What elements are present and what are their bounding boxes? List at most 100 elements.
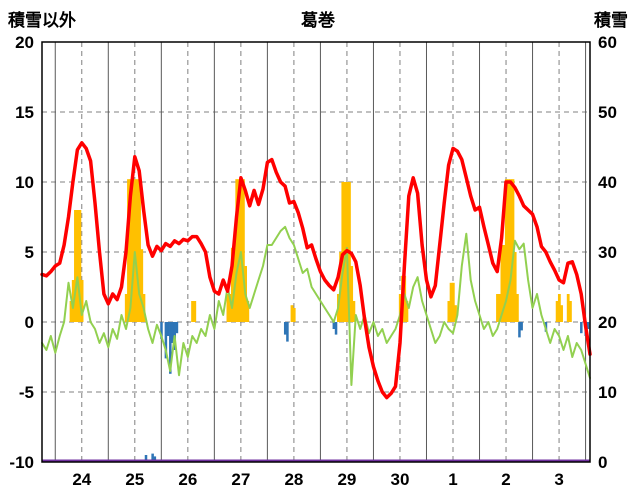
y-right-tick-label: 0	[598, 453, 607, 472]
orange-bar	[555, 301, 559, 322]
orange-bar	[496, 294, 499, 322]
orange-bar	[451, 282, 455, 322]
blue-bar	[171, 322, 174, 343]
right-axis-caption: 積雪	[594, 11, 628, 30]
orange-bar	[507, 179, 510, 322]
orange-bar	[228, 294, 232, 322]
plot-border	[41, 41, 591, 463]
chart-title: 葛巻	[301, 11, 335, 30]
orange-bar	[569, 301, 572, 322]
orange-bar	[292, 308, 296, 322]
orange-bar	[566, 294, 570, 322]
orange-bar	[241, 179, 245, 322]
orange-bar	[76, 210, 80, 322]
orange-bar	[237, 179, 241, 322]
x-day-tick-label: 25	[125, 470, 144, 489]
x-day-tick-label: 3	[554, 470, 563, 489]
x-day-tick-label: 1	[448, 470, 457, 489]
x-day-tick-label: 29	[337, 470, 356, 489]
orange-bar	[230, 247, 234, 322]
y-left-tick-label: 0	[25, 313, 34, 332]
snow-bar	[151, 453, 154, 462]
orange-bar	[239, 179, 243, 322]
orange-bar	[515, 294, 519, 322]
orange-bar	[403, 275, 407, 322]
orange-bar	[246, 301, 250, 322]
y-right-tick-label: 60	[598, 33, 617, 52]
orange-bar	[449, 282, 453, 322]
blue-bar	[518, 322, 521, 338]
y-left-tick-label: 5	[25, 243, 34, 262]
orange-bar	[124, 294, 128, 322]
orange-bar	[560, 305, 563, 322]
snow-bottom-bars-series	[144, 453, 157, 462]
blue-bar	[175, 322, 179, 334]
x-day-tick-label: 26	[178, 470, 197, 489]
orange-bar	[504, 179, 508, 322]
orange-bar	[193, 301, 197, 322]
y-right-tick-label: 40	[598, 173, 617, 192]
blue-bar	[166, 322, 170, 336]
x-day-tick-label: 27	[231, 470, 250, 489]
blue-bar	[169, 322, 172, 374]
blue-bar	[334, 322, 338, 335]
red-line-series	[40, 141, 592, 400]
orange-bar	[191, 301, 194, 322]
green-line-series	[41, 225, 591, 386]
y-left-tick-label: 10	[15, 173, 34, 192]
blue-bar	[160, 322, 163, 339]
y-left-tick-label: 20	[15, 33, 34, 52]
orange-bar	[80, 280, 84, 322]
orange-bar	[498, 294, 502, 322]
orange-bar	[127, 179, 130, 322]
orange-bar	[226, 294, 230, 322]
orange-bar	[500, 245, 504, 322]
orange-bar	[513, 252, 517, 322]
orange-bar	[454, 305, 457, 322]
y-right-tick-label: 50	[598, 103, 617, 122]
orange-bar	[350, 266, 354, 322]
orange-bar	[447, 301, 451, 322]
snow-bar	[144, 455, 148, 462]
orange-bar	[341, 182, 345, 322]
blue-bar	[283, 322, 287, 335]
orange-bar	[290, 305, 294, 322]
y-right-tick-label: 30	[598, 243, 617, 262]
orange-bar	[502, 245, 506, 322]
orange-bar	[352, 301, 356, 322]
blue-bar	[286, 322, 289, 342]
orange-bar	[135, 179, 139, 322]
orange-bar	[74, 210, 77, 322]
orange-bar	[405, 301, 409, 322]
blue-bar	[332, 322, 336, 329]
y-left-tick-label: -5	[19, 383, 34, 402]
blue-bar	[580, 322, 583, 334]
orange-bar	[131, 179, 135, 322]
orange-bar	[78, 210, 82, 322]
y-right-tick-label: 20	[598, 313, 617, 332]
blue-bar	[164, 322, 168, 359]
snow-bar	[153, 456, 157, 462]
orange-bar	[509, 179, 513, 322]
x-day-tick-label: 30	[391, 470, 410, 489]
y-left-tick-label: -10	[9, 453, 34, 472]
x-day-tick-label: 2	[501, 470, 510, 489]
left-axis-caption: 積雪以外	[8, 11, 76, 30]
orange-bar	[235, 179, 239, 322]
orange-bar	[129, 179, 133, 322]
blue-bar	[586, 322, 590, 329]
orange-bar	[140, 249, 144, 322]
orange-bar	[133, 179, 137, 322]
y-right-tick-label: 10	[598, 383, 617, 402]
x-day-tick-label: 28	[284, 470, 303, 489]
orange-bar	[138, 179, 141, 322]
orange-bar	[69, 301, 73, 322]
orange-bar	[557, 294, 561, 322]
x-day-tick-label: 24	[72, 470, 91, 489]
y-left-tick-label: 15	[15, 103, 34, 122]
blue-bar	[520, 322, 523, 331]
